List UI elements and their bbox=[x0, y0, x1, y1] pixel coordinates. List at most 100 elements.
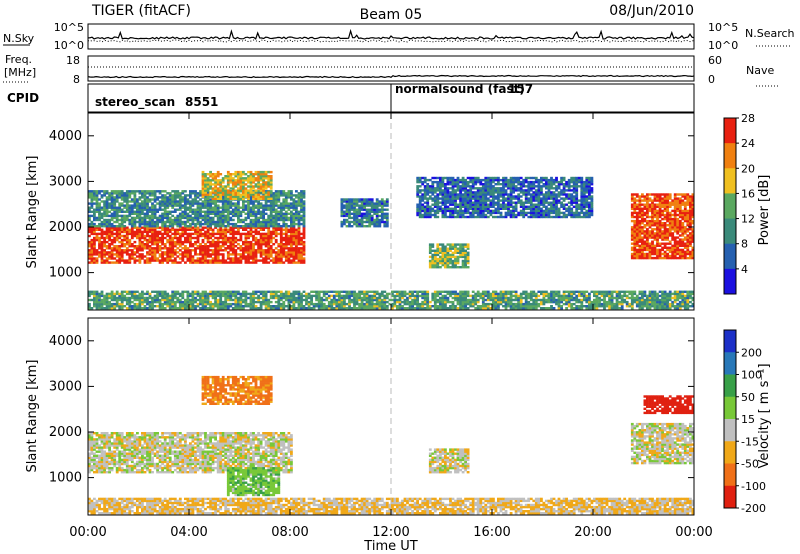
power-cell bbox=[247, 245, 250, 248]
power-cell bbox=[90, 230, 94, 234]
power-cell bbox=[211, 245, 215, 248]
power-cell bbox=[502, 193, 505, 196]
power-cell bbox=[300, 190, 303, 193]
power-cell bbox=[186, 206, 190, 209]
power-cell bbox=[128, 222, 132, 226]
power-cell bbox=[433, 180, 437, 184]
power-cell bbox=[474, 211, 478, 215]
power-cell bbox=[557, 213, 561, 217]
power-cell bbox=[630, 205, 634, 208]
power-cell bbox=[668, 203, 672, 206]
power-cell bbox=[282, 200, 286, 203]
power-cell bbox=[439, 261, 442, 265]
power-cell bbox=[446, 205, 450, 208]
power-cell bbox=[269, 253, 273, 256]
power-cell bbox=[133, 220, 137, 224]
power-cell bbox=[484, 207, 488, 210]
power-cell bbox=[380, 216, 384, 220]
power-cell bbox=[176, 196, 180, 199]
power-cell bbox=[497, 176, 500, 180]
power-cell bbox=[540, 180, 543, 184]
power-cell bbox=[148, 218, 152, 222]
power-cell bbox=[428, 189, 432, 192]
power-cell bbox=[297, 225, 301, 228]
power-cell bbox=[567, 211, 571, 215]
power-cell bbox=[479, 183, 483, 186]
power-cell bbox=[103, 214, 106, 218]
power-cell bbox=[661, 201, 664, 204]
power-cell bbox=[358, 218, 361, 222]
power-cell bbox=[123, 196, 127, 199]
power-cell bbox=[433, 266, 437, 269]
power-cell bbox=[173, 216, 177, 220]
power-cell bbox=[651, 213, 654, 217]
power-cell bbox=[136, 202, 139, 205]
power-cell bbox=[290, 245, 293, 248]
power-cell bbox=[630, 199, 634, 202]
power-cell bbox=[365, 218, 369, 222]
power-cell bbox=[224, 236, 228, 240]
power-cell bbox=[668, 201, 672, 204]
power-cell bbox=[542, 197, 546, 200]
power-cell bbox=[216, 228, 220, 231]
power-cell bbox=[300, 255, 303, 258]
power-cell bbox=[297, 247, 301, 250]
power-cell bbox=[282, 204, 286, 207]
power-cell bbox=[194, 261, 197, 264]
power-cell bbox=[651, 242, 654, 245]
power-cell bbox=[370, 220, 374, 224]
power-cell bbox=[103, 225, 106, 228]
power-cell bbox=[343, 198, 346, 201]
power-cell bbox=[481, 193, 485, 196]
power-cell bbox=[661, 232, 664, 235]
power-cell bbox=[178, 208, 182, 211]
power-cell bbox=[492, 201, 495, 204]
power-cell bbox=[93, 247, 96, 250]
power-cell bbox=[141, 204, 144, 207]
power-cell bbox=[383, 202, 387, 205]
power-cell bbox=[113, 208, 117, 211]
power-cell bbox=[439, 251, 442, 254]
power-cell bbox=[630, 228, 634, 231]
power-cell bbox=[461, 211, 465, 215]
power-cell bbox=[479, 209, 483, 213]
power-cell bbox=[582, 211, 586, 215]
power-cell bbox=[259, 238, 263, 242]
power-cell bbox=[186, 218, 190, 222]
power-cell bbox=[454, 255, 457, 259]
power-cell bbox=[133, 200, 137, 203]
power-cell bbox=[110, 230, 114, 234]
power-cell bbox=[252, 226, 255, 229]
power-cell bbox=[90, 194, 94, 197]
power-cell bbox=[507, 195, 510, 198]
power-cell bbox=[588, 176, 591, 180]
power-cell bbox=[231, 181, 235, 184]
power-cell bbox=[181, 190, 185, 193]
power-cell bbox=[118, 245, 122, 248]
power-cell bbox=[421, 176, 425, 180]
power-cell bbox=[421, 195, 425, 198]
power-cell bbox=[416, 207, 420, 210]
power-cell bbox=[519, 211, 523, 215]
power-cell bbox=[209, 212, 212, 215]
power-cell bbox=[459, 251, 462, 254]
power-cell bbox=[100, 257, 104, 260]
power-cell bbox=[676, 203, 680, 206]
power-cell bbox=[284, 240, 288, 244]
power-cell bbox=[373, 204, 377, 207]
power-cell bbox=[534, 195, 538, 198]
power-cell bbox=[423, 209, 427, 213]
power-cell bbox=[580, 201, 584, 204]
power-cell bbox=[229, 181, 233, 184]
power-cell bbox=[689, 201, 692, 204]
power-cell bbox=[282, 222, 286, 226]
power-cell bbox=[242, 197, 245, 200]
power-cell bbox=[562, 193, 566, 196]
power-cell bbox=[666, 203, 669, 206]
power-cell bbox=[635, 234, 639, 237]
power-cell bbox=[156, 236, 159, 240]
power-cell bbox=[641, 228, 644, 231]
power-cell bbox=[141, 190, 144, 193]
power-cell bbox=[689, 238, 692, 241]
power-cell bbox=[158, 232, 162, 236]
